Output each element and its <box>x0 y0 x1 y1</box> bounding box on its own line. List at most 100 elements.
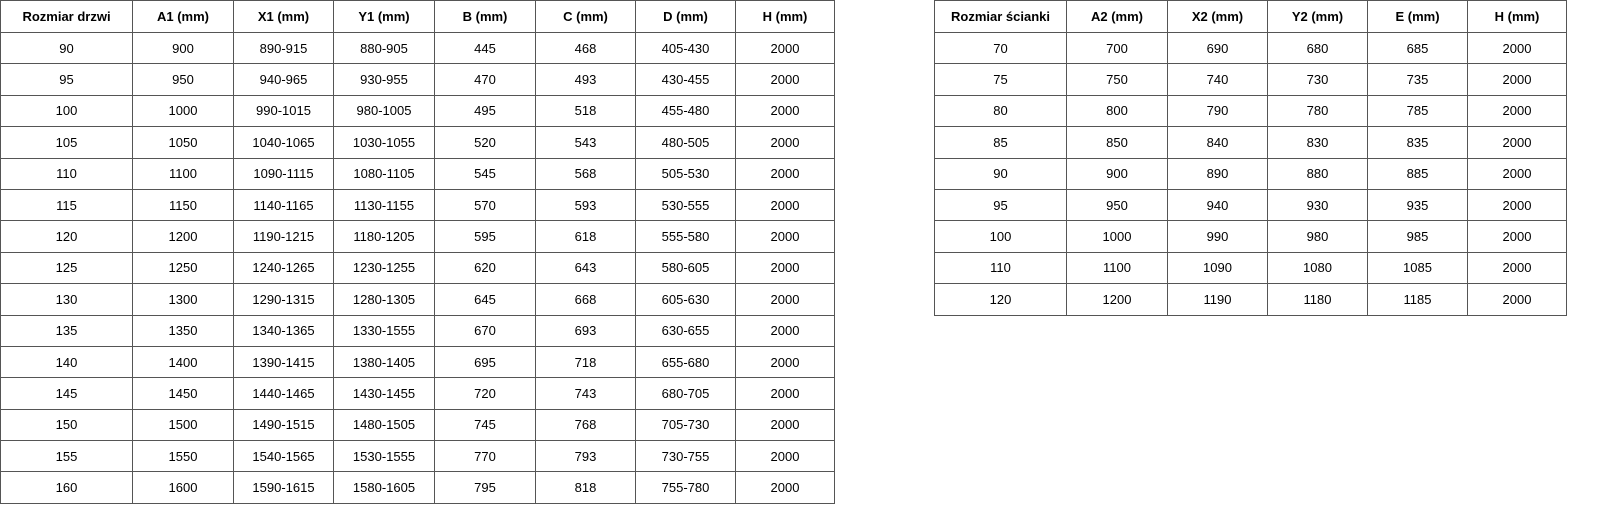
table-cell: 1180 <box>1267 283 1368 316</box>
table-row: 90 900 890-915 880-905 445 468 405-430 2000 <box>0 31 835 65</box>
table-cell: 605-630 <box>635 283 736 316</box>
table-cell: 705-730 <box>635 408 736 442</box>
table-cell: 70 <box>934 31 1067 65</box>
table-cell: 818 <box>535 471 636 504</box>
table-cell: 1600 <box>132 471 234 504</box>
table-cell: 595 <box>434 220 536 253</box>
table-cell: 95 <box>934 188 1067 222</box>
table-row: 100 1000 990 980 985 2000 <box>934 220 1567 253</box>
table-cell: 1030-1055 <box>333 126 435 159</box>
table-cell: 885 <box>1367 157 1468 190</box>
table-cell: 743 <box>535 377 636 410</box>
table-row: 150 1500 1490-1515 1480-1505 745 768 705-730 20… <box>0 408 835 442</box>
table-cell: 930-955 <box>333 63 435 96</box>
table-cell: 2000 <box>735 188 835 222</box>
table-cell: 455-480 <box>635 94 736 128</box>
column-header: X2 (mm) <box>1167 0 1268 33</box>
table-cell: 990-1015 <box>233 94 334 128</box>
table-cell: 2000 <box>1467 31 1567 65</box>
table-cell: 755-780 <box>635 471 736 504</box>
table-cell: 645 <box>434 283 536 316</box>
table-cell: 770 <box>434 440 536 473</box>
table-cell: 2000 <box>735 220 835 253</box>
table-cell: 2000 <box>735 345 835 379</box>
table-cell: 593 <box>535 188 636 222</box>
table-row: 125 1250 1240-1265 1230-1255 620 643 580-605 20… <box>0 251 835 285</box>
table-cell: 850 <box>1066 126 1168 159</box>
table-cell: 1300 <box>132 283 234 316</box>
table-cell: 835 <box>1367 126 1468 159</box>
table-cell: 643 <box>535 251 636 285</box>
table-cell: 115 <box>0 188 133 222</box>
column-header: Rozmiar drzwi <box>0 0 133 33</box>
table-cell: 840 <box>1167 126 1268 159</box>
table-cell: 980 <box>1267 220 1368 253</box>
table-cell: 620 <box>434 251 536 285</box>
table-cell: 2000 <box>1467 63 1567 96</box>
table-cell: 520 <box>434 126 536 159</box>
table-cell: 2000 <box>1467 283 1567 316</box>
table-cell: 430-455 <box>635 63 736 96</box>
table-cell: 1290-1315 <box>233 283 334 316</box>
table-cell: 75 <box>934 63 1067 96</box>
table-cell: 768 <box>535 408 636 442</box>
table-cell: 1000 <box>1066 220 1168 253</box>
table-cell: 580-605 <box>635 251 736 285</box>
table-cell: 2000 <box>1467 157 1567 190</box>
table-row: 155 1550 1540-1565 1530-1555 770 793 730-755 20… <box>0 440 835 473</box>
table-cell: 2000 <box>735 377 835 410</box>
table-cell: 1050 <box>132 126 234 159</box>
table-row: 110 1100 1090 1080 1085 2000 <box>934 251 1567 285</box>
table-cell: 618 <box>535 220 636 253</box>
table-cell: 1500 <box>132 408 234 442</box>
table-cell: 980-1005 <box>333 94 435 128</box>
table-cell: 495 <box>434 94 536 128</box>
table-row: 145 1450 1440-1465 1430-1455 720 743 680-705 20… <box>0 377 835 410</box>
table-cell: 880 <box>1267 157 1368 190</box>
table-cell: 545 <box>434 157 536 190</box>
table-cell: 900 <box>132 31 234 65</box>
table-cell: 1350 <box>132 314 234 347</box>
table-cell: 735 <box>1367 63 1468 96</box>
table-cell: 1380-1405 <box>333 345 435 379</box>
table-cell: 795 <box>434 471 536 504</box>
table-cell: 950 <box>1066 188 1168 222</box>
table-cell: 140 <box>0 345 133 379</box>
column-header: D (mm) <box>635 0 736 33</box>
table-row: 130 1300 1290-1315 1280-1305 645 668 605-630 20… <box>0 283 835 316</box>
table-cell: 1150 <box>132 188 234 222</box>
table-cell: 110 <box>0 157 133 190</box>
table-cell: 890 <box>1167 157 1268 190</box>
table-cell: 100 <box>0 94 133 128</box>
table-cell: 110 <box>934 251 1067 285</box>
table-cell: 740 <box>1167 63 1268 96</box>
table-cell: 1000 <box>132 94 234 128</box>
table-cell: 145 <box>0 377 133 410</box>
table-cell: 2000 <box>735 314 835 347</box>
table-cell: 685 <box>1367 31 1468 65</box>
table-cell: 518 <box>535 94 636 128</box>
column-header: X1 (mm) <box>233 0 334 33</box>
table-cell: 2000 <box>735 31 835 65</box>
table-cell: 120 <box>934 283 1067 316</box>
table-cell: 1040-1065 <box>233 126 334 159</box>
wall-size-table: Rozmiar ścianki A2 (mm) X2 (mm) Y2 (mm) E (m… <box>934 0 1567 316</box>
table-cell: 1200 <box>132 220 234 253</box>
table-cell: 985 <box>1367 220 1468 253</box>
table-cell: 930 <box>1267 188 1368 222</box>
table-cell: 880-905 <box>333 31 435 65</box>
table-cell: 135 <box>0 314 133 347</box>
table-cell: 1230-1255 <box>333 251 435 285</box>
table-cell: 890-915 <box>233 31 334 65</box>
table-cell: 2000 <box>1467 188 1567 222</box>
table-row: 120 1200 1190-1215 1180-1205 595 618 555-580 20… <box>0 220 835 253</box>
table-cell: 90 <box>0 31 133 65</box>
table-cell: 130 <box>0 283 133 316</box>
column-header: B (mm) <box>434 0 536 33</box>
table-cell: 940 <box>1167 188 1268 222</box>
table-cell: 2000 <box>1467 126 1567 159</box>
table-cell: 680 <box>1267 31 1368 65</box>
table-cell: 2000 <box>735 63 835 96</box>
table-cell: 2000 <box>735 440 835 473</box>
table-cell: 468 <box>535 31 636 65</box>
